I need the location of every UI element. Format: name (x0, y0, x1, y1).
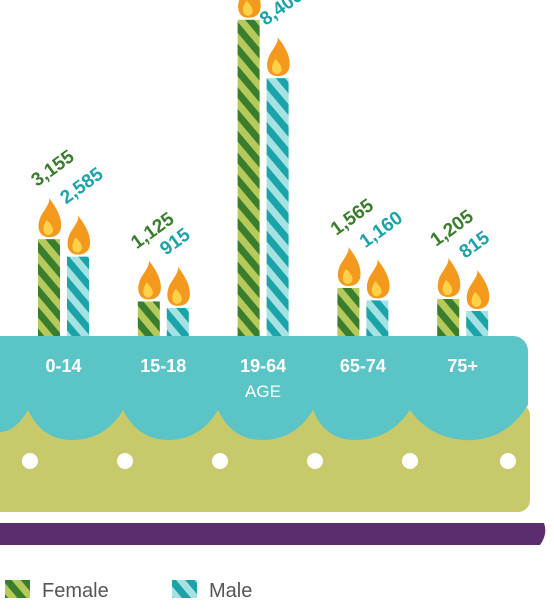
candle-bar (267, 78, 289, 336)
value-label: 8,400 (256, 0, 307, 30)
x-tick-label: 15-18 (140, 356, 186, 376)
legend-swatch (172, 580, 197, 598)
candle-bar (167, 308, 189, 336)
candle-bar (38, 239, 60, 336)
candle-bar (466, 311, 488, 336)
x-axis-label: AGE (245, 382, 281, 401)
legend-label: Female (42, 580, 109, 602)
candles: 3,1552,5851,12591510,3008,4001,5651,1601… (28, 0, 495, 336)
candle-bar (437, 299, 459, 336)
x-tick-label: 75+ (447, 356, 478, 376)
candle-bar (366, 300, 388, 336)
legend-swatch (5, 580, 30, 598)
cake-plate (0, 523, 545, 545)
x-tick-label: 65-74 (340, 356, 386, 376)
chart: 3,1552,5851,12591510,3008,4001,5651,1601… (0, 0, 554, 608)
legend: Female Male (5, 580, 252, 602)
x-tick-label: 0-14 (45, 356, 81, 376)
candle-bar (238, 20, 260, 336)
candle-bar (138, 301, 160, 336)
candle-bar (337, 288, 359, 336)
x-tick-label: 19-64 (240, 356, 286, 376)
candle-bar (67, 257, 89, 336)
legend-label: Male (209, 580, 252, 602)
page: {"chart_data": {"type": "bar", "categori… (0, 0, 554, 608)
